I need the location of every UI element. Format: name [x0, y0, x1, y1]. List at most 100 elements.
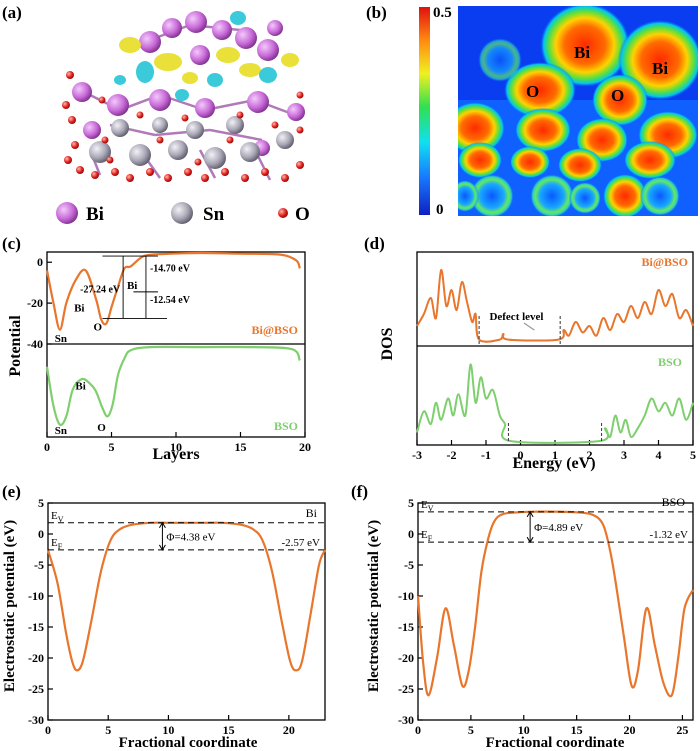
panel-d-xtick-label-1: -2 — [447, 448, 457, 462]
panel-f-ytick-label-3: -10 — [398, 589, 414, 603]
panel-f-ef-label: EF — [421, 529, 433, 543]
panel-e: (e) 0 5 10 15 20 5 0 -5 -10 -15 -20 -25 -30 EV EF Φ=4.3… — [2, 482, 327, 751]
panel-e-axes: 0 5 10 15 20 5 0 -5 -10 -15 -20 -25 -30 EV EF Φ=4.38 eV… — [28, 496, 327, 737]
panel-d-xtick-label-8: 5 — [690, 448, 696, 462]
panel-d-ylabel: DOS — [379, 327, 396, 360]
panel-c-legend-bso: BSO — [274, 419, 298, 433]
panel-f-ytick-label-6: -25 — [398, 682, 414, 696]
panel-f-frame — [417, 502, 694, 721]
panel-f-ytick-label-2: -5 — [404, 558, 414, 572]
panel-c-annot-bi-bottom: Bi — [75, 380, 85, 392]
panel-f-ytick-label-0: 5 — [408, 496, 414, 510]
panel-c-xlabel: Layers — [152, 446, 199, 463]
panel-c-annot-12: -12.54 eV — [150, 295, 191, 306]
panel-e-ytick-label-1: 0 — [38, 527, 44, 541]
panel-c-xtick-label-2: 10 — [170, 440, 182, 454]
panel-f: (f) 0 5 10 15 20 25 5 0 -5 -10 -15 -20 -25 -30 EV EF Φ=4… — [351, 482, 695, 751]
panel-b: (b) 0.5 0 — [366, 3, 698, 218]
map-label-bi-2: Bi — [652, 59, 668, 78]
panel-e-label: (e) — [2, 482, 21, 501]
panel-e-wf-arrowhead-top — [158, 521, 166, 529]
panel-e-ytick-label-3: -10 — [28, 589, 44, 603]
panel-f-ytick-label-5: -20 — [398, 651, 414, 665]
panel-e-xlabel: Fractional coordinate — [119, 735, 258, 751]
panel-e-xtick-label-1: 5 — [105, 723, 111, 737]
panel-f-xtick-label-2: 10 — [518, 723, 530, 737]
panel-d-xtick-label-7: 4 — [656, 448, 662, 462]
atom-legend: Bi Sn O — [56, 202, 310, 225]
bi-legend-marker — [56, 202, 78, 224]
panel-f-ef-value-label: -1.32 eV — [650, 529, 689, 541]
panel-c-annot-bi2-top: Bi — [127, 280, 137, 292]
panel-f-wf-arrowhead-bottom — [526, 536, 534, 544]
panel-e-ef-value-label: -2.57 eV — [282, 537, 321, 549]
panel-d-xtick-label-6: 3 — [621, 448, 627, 462]
panel-c-legend-bi-bso: Bi@BSO — [251, 323, 298, 337]
panel-e-xtick-label-2: 10 — [162, 723, 174, 737]
panel-e-ytick-label-4: -15 — [28, 620, 44, 634]
panel-f-xtick-label-0: 0 — [415, 723, 421, 737]
colorbar — [419, 7, 430, 215]
panel-f-material-label: BSO — [662, 495, 686, 509]
panel-d-xtick-label-2: -1 — [481, 448, 491, 462]
panel-d-legend-bi-bso: Bi@BSO — [641, 255, 688, 269]
panel-f-series-potential — [416, 510, 695, 698]
panel-c-annot-bi-top: Bi — [74, 302, 84, 314]
panel-f-xtick-label-1: 5 — [468, 723, 474, 737]
panel-f-ytick-label-7: -30 — [398, 713, 414, 727]
panel-f-xtick-label-3: 15 — [571, 723, 583, 737]
panel-f-ytick-label-1: 0 — [408, 527, 414, 541]
colorbar-min-label: 0 — [436, 202, 444, 218]
colorbar-max-label: 0.5 — [433, 5, 452, 21]
panel-e-material-label: Bi — [306, 506, 318, 520]
panel-a: (a) — [2, 3, 310, 225]
panel-c: (c) -40 -20 0 0 5 10 15 20 Bi@BSO BSO -27.24 eV -14… — [2, 234, 311, 463]
bi-legend-label: Bi — [86, 204, 104, 225]
panel-c-axes: -40 -20 0 0 5 10 15 20 Bi@BSO BSO -27.24 eV -14.70 … — [27, 251, 311, 454]
panel-d-legend-bso: BSO — [658, 355, 682, 369]
panel-f-ylabel: Electrostatic potential (eV) — [366, 520, 382, 692]
panel-c-series-bso — [45, 345, 301, 427]
o-legend-marker — [278, 208, 288, 218]
panel-d-annot-defect: Defect level — [489, 311, 543, 323]
panel-e-ytick-label-2: -5 — [34, 558, 44, 572]
charge-density-map — [458, 6, 698, 216]
sn-legend-marker — [171, 202, 193, 224]
panel-f-wf-label: Φ=4.89 eV — [534, 522, 583, 534]
panel-c-ytick-label-0: -40 — [27, 337, 43, 351]
panel-c-xtick-label-3: 15 — [235, 440, 247, 454]
panel-f-label: (f) — [351, 482, 368, 501]
panel-f-xtick-label-5: 25 — [676, 723, 688, 737]
panel-e-ytick-label-7: -30 — [28, 713, 44, 727]
panel-e-ev-label: EV — [51, 510, 64, 524]
panel-d-axes: -3 -2 -1 0 1 2 3 4 5 Bi@BSO BSO Defect level — [412, 251, 696, 462]
panel-f-ytick-label-4: -15 — [398, 620, 414, 634]
panel-d-annot-arrow — [523, 322, 535, 331]
panel-d-series-bi-bso — [416, 268, 694, 343]
panel-c-annot-sn-top: Sn — [55, 333, 67, 345]
panel-e-ytick-label-6: -25 — [28, 682, 44, 696]
panel-e-series-potential — [46, 521, 327, 672]
panel-c-ytick-label-1: -20 — [27, 296, 43, 310]
panel-e-xtick-label-4: 20 — [283, 723, 295, 737]
map-label-o-1: O — [526, 82, 539, 101]
o-legend-label: O — [295, 204, 310, 225]
panel-d-frame — [416, 251, 694, 446]
panel-c-series-bi-bso — [45, 251, 301, 331]
panel-c-annot-14: -14.70 eV — [150, 263, 191, 274]
panel-d: (d) -3 -2 -1 0 1 2 3 4 5 Bi@BSO BSO Defect level En… — [364, 234, 696, 472]
sn-legend-label: Sn — [203, 204, 225, 225]
panel-e-ytick-label-0: 5 — [38, 496, 44, 510]
panel-d-xtick-label-3: 0 — [518, 448, 524, 462]
panel-a-label: (a) — [2, 3, 22, 22]
panel-c-ytick-label-2: 0 — [37, 255, 43, 269]
panel-d-series-bso — [416, 363, 694, 444]
panel-d-xlabel: Energy (eV) — [512, 455, 595, 472]
map-label-o-2: O — [611, 86, 624, 105]
panel-f-xlabel: Fractional coordinate — [486, 735, 625, 751]
panel-b-label: (b) — [366, 3, 387, 22]
panel-d-xtick-label-4: 1 — [552, 448, 558, 462]
panel-f-ev-label: EV — [421, 499, 434, 513]
crystal-structure-illustration — [62, 11, 305, 182]
